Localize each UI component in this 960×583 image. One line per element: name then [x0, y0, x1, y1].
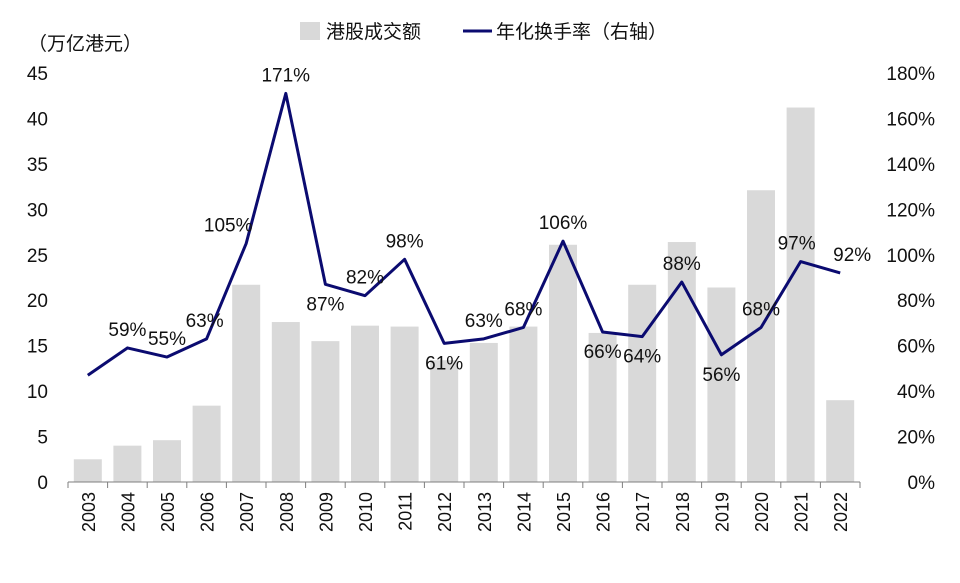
bar — [509, 326, 538, 482]
x-tick-label: 2019 — [712, 492, 732, 532]
x-tick-label: 2009 — [316, 492, 336, 532]
y-left-tick-label: 5 — [37, 428, 48, 449]
bar — [628, 284, 657, 482]
bar — [826, 400, 855, 482]
y-left-tick-label: 25 — [27, 246, 48, 267]
bar — [707, 287, 736, 482]
bar — [430, 360, 459, 482]
turnover-line — [86, 91, 841, 377]
data-label: 82% — [346, 268, 384, 289]
bar — [549, 244, 577, 482]
data-label: 66% — [584, 342, 622, 363]
plot-area: 2003 2004 2005 2006 2007 2008 2009 2010 2011 2012… — [27, 64, 935, 532]
data-label: 87% — [306, 294, 344, 315]
data-label: 55% — [148, 329, 186, 350]
bar — [667, 242, 696, 482]
x-tick-label: 2015 — [554, 492, 574, 532]
y-right-tick-label: 180% — [886, 64, 935, 85]
y-right-tick-label: 40% — [897, 382, 935, 403]
data-label: 106% — [539, 213, 588, 234]
y-right-tick-label: 20% — [897, 428, 935, 449]
y-right-tick-label: 100% — [886, 246, 935, 267]
y-left-tick-label: 45 — [27, 64, 48, 85]
x-tick-label: 2022 — [831, 492, 851, 532]
data-label: 88% — [663, 254, 701, 275]
x-tick-label: 2020 — [752, 492, 772, 532]
y-right-tick-label: 60% — [897, 337, 935, 358]
y-left-tick-label: 15 — [27, 337, 48, 358]
y-left-tick-label: 30 — [27, 200, 48, 221]
bar — [786, 107, 815, 482]
bar — [588, 332, 617, 482]
bar — [73, 459, 102, 482]
y-right-tick-label: 120% — [886, 200, 935, 221]
data-label: 97% — [778, 234, 816, 255]
y-left-tick-label: 10 — [27, 382, 48, 403]
bar — [747, 190, 775, 482]
legend-line-label: 年化换手率（右轴） — [496, 21, 667, 43]
x-tick-label: 2006 — [198, 492, 218, 532]
x-tick-label: 2003 — [79, 492, 99, 532]
data-label: 171% — [261, 65, 310, 86]
legend-bar-swatch — [300, 22, 320, 40]
x-tick-label: 2007 — [237, 492, 257, 532]
bar — [232, 284, 261, 482]
data-label: 63% — [186, 311, 224, 332]
legend: 港股成交额 年化换手率（右轴） — [300, 21, 667, 43]
data-label: 63% — [465, 311, 503, 332]
x-tick-label: 2005 — [158, 492, 178, 532]
x-tick-label: 2012 — [435, 492, 455, 532]
y-left-tick-label: 20 — [27, 291, 48, 312]
data-label: 64% — [623, 347, 661, 368]
data-label: 59% — [108, 320, 146, 341]
bar — [351, 325, 379, 482]
x-tick-label: 2004 — [118, 492, 138, 532]
x-tick-label: 2017 — [633, 492, 653, 532]
x-tick-label: 2021 — [792, 492, 812, 532]
data-label: 92% — [833, 245, 871, 266]
y-right-tick-label: 140% — [886, 155, 935, 176]
bar — [390, 326, 419, 482]
y-left-tick-label: 0 — [37, 473, 48, 494]
y-left-tick-label: 40 — [27, 109, 48, 130]
x-tick-label: 2008 — [277, 492, 297, 532]
bar — [311, 341, 340, 482]
data-label: 105% — [204, 215, 253, 236]
bar — [153, 440, 181, 482]
data-label: 68% — [742, 299, 780, 320]
x-tick-label: 2014 — [514, 492, 534, 532]
bar — [469, 342, 498, 482]
data-label: 61% — [425, 353, 463, 374]
y-right-tick-label: 0% — [908, 473, 936, 494]
x-tick-label: 2010 — [356, 492, 376, 532]
data-label: 56% — [702, 365, 740, 386]
legend-bar-label: 港股成交额 — [326, 21, 421, 43]
x-tick-label: 2018 — [673, 492, 693, 532]
x-tick-label: 2016 — [594, 492, 614, 532]
y-left-tick-label: 35 — [27, 155, 48, 176]
data-label: 68% — [504, 299, 542, 320]
x-tick-label: 2011 — [396, 492, 416, 531]
bar — [271, 322, 300, 482]
left-axis-unit: （万亿港元） — [28, 33, 142, 55]
data-label: 98% — [386, 231, 424, 252]
x-tick-label: 2013 — [475, 492, 495, 532]
y-right-tick-label: 80% — [897, 291, 935, 312]
bar — [113, 445, 142, 482]
y-right-tick-label: 160% — [886, 109, 935, 130]
bar — [192, 405, 221, 482]
